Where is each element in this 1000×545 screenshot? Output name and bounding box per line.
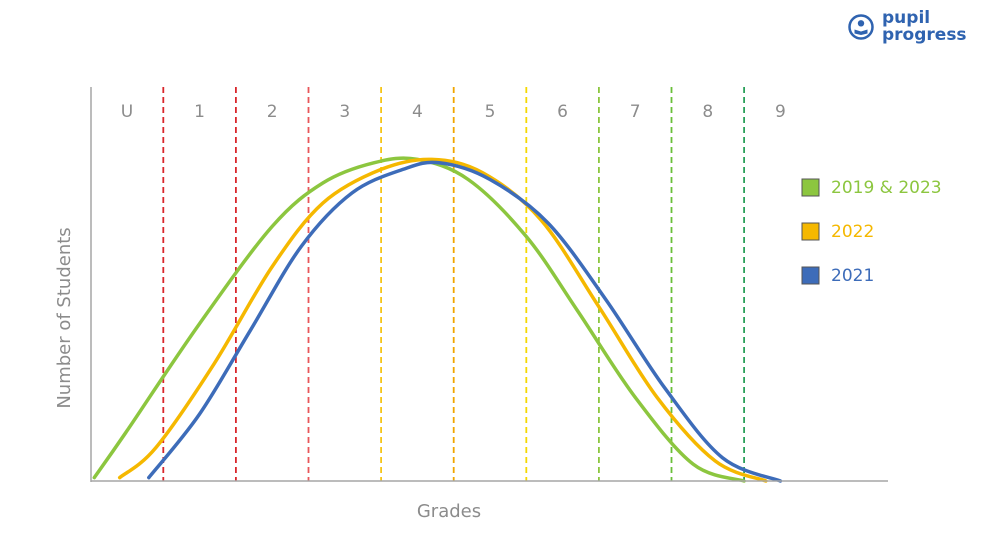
legend-label: 2019 & 2023 [831, 178, 942, 198]
legend-swatch [801, 266, 820, 285]
grade-label: 8 [702, 102, 713, 122]
brand-name-line2: progress [882, 25, 967, 45]
x-axis-label: Grades [417, 501, 481, 522]
series-line [117, 157, 768, 483]
pupil-reading-icon [848, 14, 874, 40]
legend-label: 2021 [831, 266, 874, 286]
legend-label: 2022 [831, 222, 874, 242]
grade-label: 5 [485, 102, 496, 122]
brand-logo: pupil progress [848, 10, 967, 44]
legend-swatch [801, 222, 820, 241]
grade-label: 6 [557, 102, 568, 122]
grade-label: U [121, 102, 133, 122]
grade-label: 4 [412, 102, 423, 122]
brand-name-line1: pupil [882, 8, 931, 28]
grade-label: 2 [267, 102, 278, 122]
grade-label: 1 [194, 102, 205, 122]
series-line [92, 156, 746, 483]
grade-label: 9 [775, 102, 786, 122]
grade-label: 3 [339, 102, 350, 122]
grade-label: 7 [630, 102, 641, 122]
legend-swatch [801, 178, 820, 197]
y-axis-label: Number of Students [54, 227, 75, 408]
series-line [147, 160, 783, 483]
